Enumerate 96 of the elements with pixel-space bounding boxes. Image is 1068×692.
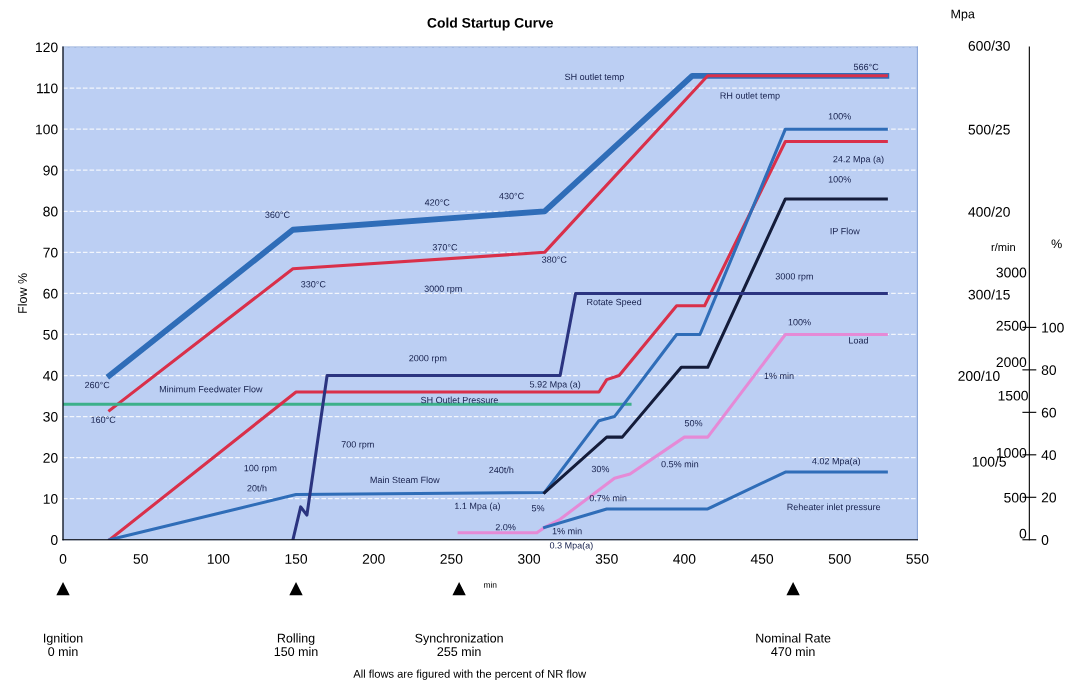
- y-tick-label: 90: [43, 165, 58, 176]
- x-tick-label: 550: [906, 554, 929, 564]
- annotation: 1% min: [764, 372, 794, 380]
- text: 400/20: [968, 206, 1010, 217]
- y-tick-label: 0: [50, 535, 58, 545]
- annotation: 566°C: [853, 63, 879, 71]
- text: Synchronization 255 min: [415, 633, 503, 657]
- y-tick-label: 50: [43, 329, 58, 340]
- text: 600/30: [968, 40, 1010, 51]
- annotation: 20t/h: [247, 484, 267, 492]
- annotation: 1% min: [552, 527, 582, 535]
- text: 0: [1019, 528, 1027, 539]
- annotation: 5.92 Mpa (a): [529, 380, 581, 390]
- y-tick-label: 20: [43, 452, 58, 463]
- annotation: 0.7% min: [589, 494, 627, 502]
- annotation: Rotate Speed: [587, 298, 642, 307]
- y2-tick-label: 60: [1041, 407, 1057, 418]
- text: 500/25: [968, 124, 1010, 135]
- x-tick-label: 450: [750, 554, 774, 564]
- annotation: 100 rpm: [244, 464, 277, 474]
- annotation: 100%: [828, 176, 851, 183]
- annotation: Minimum Feedwater Flow: [159, 385, 263, 393]
- y-tick-label: 60: [43, 288, 58, 299]
- y-tick-label: 110: [37, 83, 58, 94]
- text: Ignition 0 min: [44, 633, 83, 657]
- annotation: RH outlet temp: [720, 92, 780, 101]
- annotation: IP Flow: [830, 227, 860, 235]
- y2-tick-label: 100: [1042, 322, 1064, 333]
- annotation: Load: [849, 336, 868, 344]
- y-tick-label: 70: [43, 247, 58, 258]
- text: 1000: [996, 447, 1027, 458]
- text: Rolling 150 min: [274, 633, 318, 657]
- y2-axis-title: %: [1051, 239, 1062, 249]
- text: Mpa: [951, 9, 975, 21]
- y2-tick-label: 40: [1041, 450, 1057, 460]
- text: 0.3 Mpa(a): [549, 541, 593, 551]
- y-tick-label: 40: [43, 370, 58, 381]
- y-tick-label: 30: [43, 411, 58, 422]
- annotation: 2.0%: [495, 523, 516, 531]
- x-tick-label: 400: [673, 554, 696, 564]
- annotation: SH outlet temp: [565, 73, 624, 82]
- text: 100/5: [972, 456, 1006, 467]
- annotation: 430°C: [499, 192, 524, 200]
- annotation: 420°C: [424, 199, 450, 206]
- annotation: 4.02 Mpa(a): [812, 457, 861, 467]
- x-tick-label: 0: [59, 554, 67, 564]
- text: 2500: [996, 320, 1027, 331]
- text: 300/15: [968, 289, 1010, 300]
- text: All flows are figured with the percent of NR flow: [353, 669, 587, 680]
- annotation: 370°C: [432, 244, 458, 251]
- x-axis-title: min: [484, 581, 497, 588]
- text: r/min: [991, 242, 1015, 252]
- annotation: 3000 rpm: [424, 285, 462, 294]
- text: 1500: [998, 390, 1028, 401]
- x-tick-label: 250: [440, 554, 463, 564]
- annotation: 380°C: [542, 256, 567, 263]
- annotation: Main Steam Flow: [370, 476, 440, 484]
- x-tick-label: 350: [595, 554, 618, 564]
- x-tick-label: 200: [362, 554, 385, 564]
- annotation: 100%: [788, 319, 811, 326]
- annotation: 700 rpm: [341, 441, 374, 450]
- annotation: 30%: [591, 465, 610, 473]
- x-tick-label: 50: [133, 554, 148, 564]
- annotation: 24.2 Mpa (a): [833, 155, 884, 165]
- annotation: 100%: [828, 113, 851, 120]
- annotation: 1.1 Mpa (a): [455, 502, 500, 511]
- annotation: 160°C: [91, 416, 116, 423]
- text: 500: [1004, 492, 1027, 503]
- y2-tick-label: 80: [1041, 365, 1057, 376]
- y-tick-label: 100: [36, 124, 58, 135]
- text: Nominal Rate 470 min: [756, 633, 831, 657]
- y-tick-label: 10: [43, 494, 58, 504]
- chart-title: Cold Startup Curve: [427, 17, 554, 31]
- annotation: 5%: [531, 505, 545, 512]
- text: 3000: [996, 267, 1027, 278]
- annotation: 50%: [684, 420, 703, 427]
- annotation: 2000 rpm: [409, 354, 447, 364]
- y2-tick-label: 0: [1041, 535, 1049, 545]
- annotation: 240t/h: [489, 466, 514, 474]
- x-tick-label: 100: [207, 554, 230, 564]
- text: 2000: [996, 357, 1027, 368]
- annotation: Reheater inlet pressure: [787, 503, 881, 512]
- y-axis-title: Flow %: [17, 273, 27, 313]
- annotation: 260°C: [85, 381, 110, 389]
- y-tick-label: 80: [43, 206, 58, 217]
- y-tick-label: 120: [36, 42, 58, 53]
- annotation: SH Outlet Pressure: [420, 396, 498, 404]
- annotation: 3000 rpm: [775, 273, 813, 282]
- x-tick-label: 500: [828, 554, 851, 564]
- annotation: 0.5% min: [661, 460, 699, 468]
- y2-tick-label: 20: [1041, 492, 1057, 503]
- x-tick-label: 150: [285, 554, 308, 564]
- annotation: 330°C: [301, 281, 326, 288]
- text: 200/10: [958, 370, 1000, 381]
- x-tick-label: 300: [517, 554, 541, 564]
- annotation: 360°C: [265, 211, 290, 218]
